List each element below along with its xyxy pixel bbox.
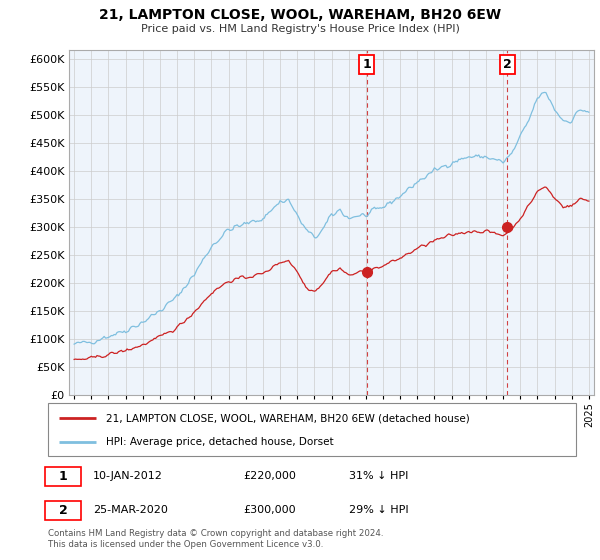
FancyBboxPatch shape (46, 466, 81, 486)
Text: Contains HM Land Registry data © Crown copyright and database right 2024.
This d: Contains HM Land Registry data © Crown c… (48, 529, 383, 549)
Text: Price paid vs. HM Land Registry's House Price Index (HPI): Price paid vs. HM Land Registry's House … (140, 24, 460, 34)
Text: 21, LAMPTON CLOSE, WOOL, WAREHAM, BH20 6EW: 21, LAMPTON CLOSE, WOOL, WAREHAM, BH20 6… (99, 8, 501, 22)
Text: £300,000: £300,000 (244, 505, 296, 515)
Text: HPI: Average price, detached house, Dorset: HPI: Average price, detached house, Dors… (106, 436, 334, 446)
FancyBboxPatch shape (48, 403, 576, 456)
Text: 29% ↓ HPI: 29% ↓ HPI (349, 505, 409, 515)
Text: 25-MAR-2020: 25-MAR-2020 (93, 505, 168, 515)
Text: £220,000: £220,000 (244, 471, 296, 481)
Text: 21, LAMPTON CLOSE, WOOL, WAREHAM, BH20 6EW (detached house): 21, LAMPTON CLOSE, WOOL, WAREHAM, BH20 6… (106, 413, 470, 423)
Text: 31% ↓ HPI: 31% ↓ HPI (349, 471, 409, 481)
Text: 1: 1 (59, 470, 68, 483)
FancyBboxPatch shape (46, 501, 81, 520)
Text: 2: 2 (503, 58, 512, 71)
Text: 1: 1 (362, 58, 371, 71)
Text: 2: 2 (59, 504, 68, 517)
Text: 10-JAN-2012: 10-JAN-2012 (93, 471, 163, 481)
